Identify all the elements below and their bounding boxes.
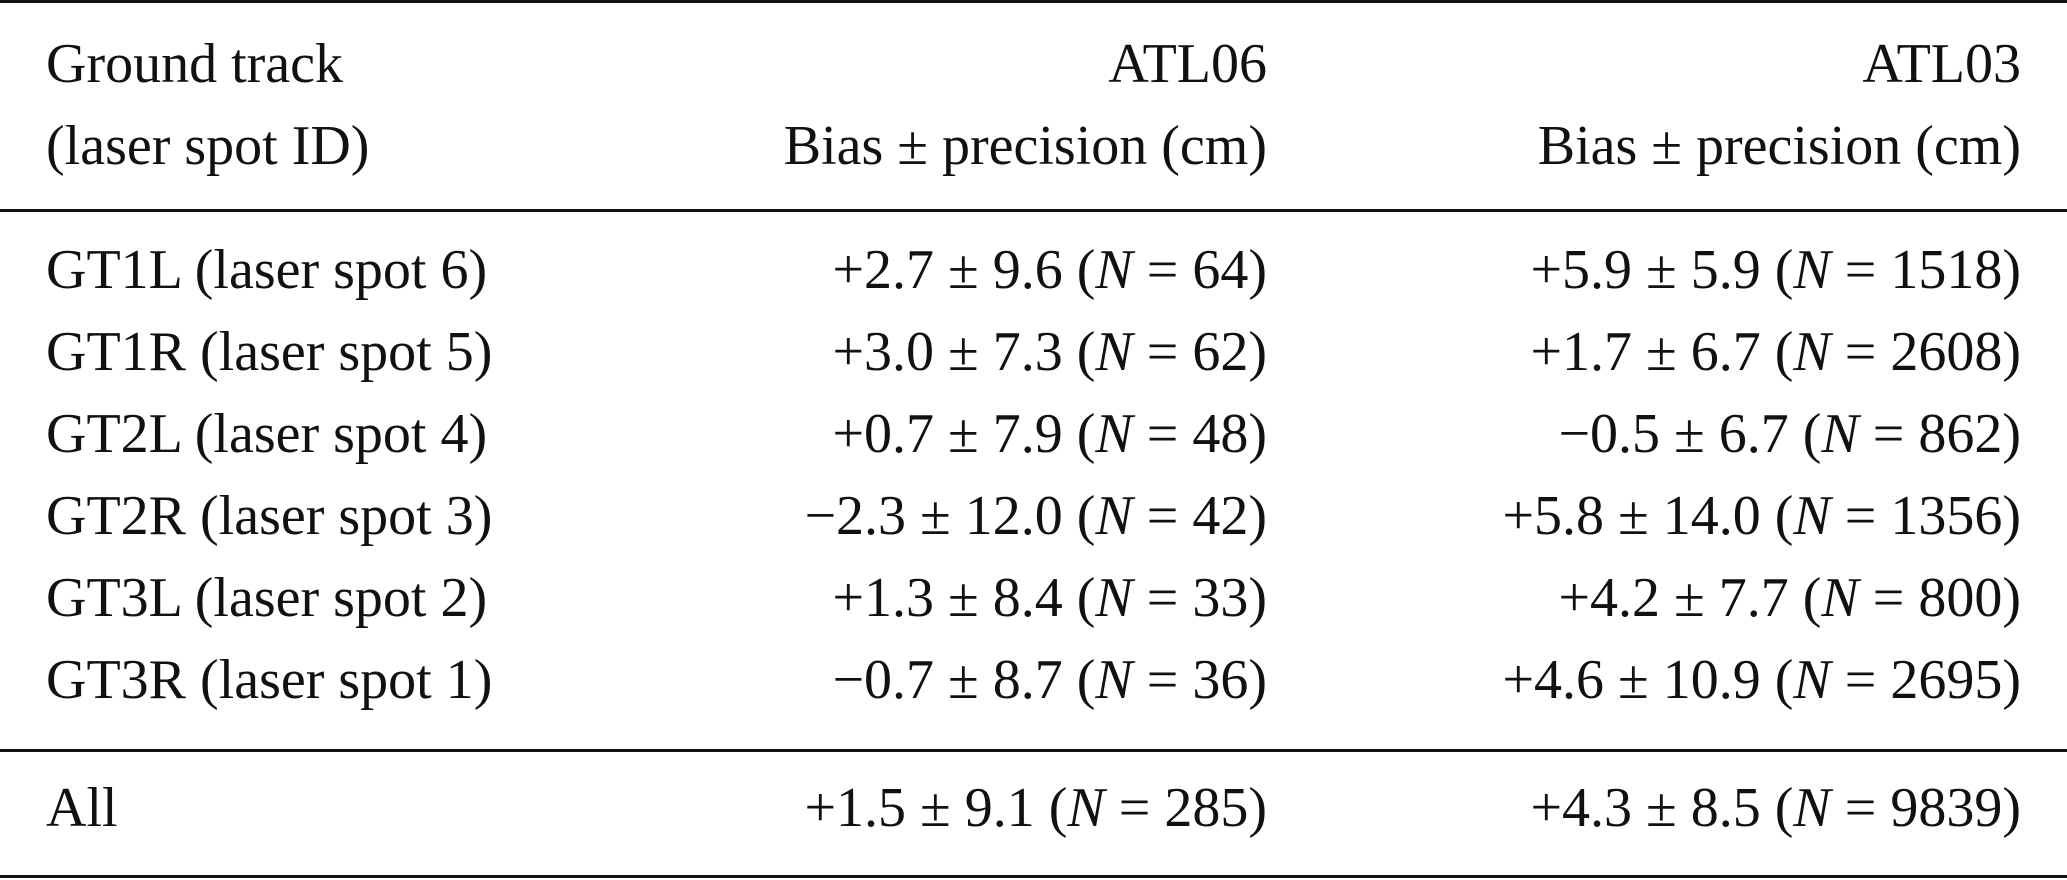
track-cell: GT1R (laser spot 5) bbox=[46, 321, 493, 383]
atl06-cell: −0.7 ± 8.7 (N = 36) bbox=[832, 649, 1267, 711]
header-atl06: ATL06 bbox=[1108, 33, 1267, 95]
atl06-cell: +1.3 ± 8.4 (N = 33) bbox=[832, 567, 1267, 629]
track-cell: GT1L (laser spot 6) bbox=[46, 239, 488, 301]
table-row: GT3L (laser spot 2) +1.3 ± 8.4 (N = 33) … bbox=[0, 570, 2067, 640]
atl06-cell: +2.7 ± 9.6 (N = 64) bbox=[832, 239, 1267, 301]
table-row: GT1L (laser spot 6) +2.7 ± 9.6 (N = 64) … bbox=[0, 242, 2067, 312]
header-laser-spot-id: (laser spot ID) bbox=[46, 115, 370, 177]
atl06-cell: +0.7 ± 7.9 (N = 48) bbox=[832, 403, 1267, 465]
total-atl03-cell: +4.3 ± 8.5 (N = 9839) bbox=[1530, 777, 2021, 839]
header-ground-track: Ground track bbox=[46, 33, 344, 95]
table-row: GT3R (laser spot 1) −0.7 ± 8.7 (N = 36) … bbox=[0, 652, 2067, 722]
total-row: All +1.5 ± 9.1 (N = 285) +4.3 ± 8.5 (N =… bbox=[0, 780, 2067, 850]
table-row: GT1R (laser spot 5) +3.0 ± 7.3 (N = 62) … bbox=[0, 324, 2067, 394]
atl06-cell: −2.3 ± 12.0 (N = 42) bbox=[804, 485, 1267, 547]
atl03-cell: −0.5 ± 6.7 (N = 862) bbox=[1558, 403, 2021, 465]
total-atl06-cell: +1.5 ± 9.1 (N = 285) bbox=[804, 777, 1267, 839]
top-rule bbox=[0, 0, 2067, 3]
total-track-cell: All bbox=[46, 777, 118, 839]
atl03-cell: +4.6 ± 10.9 (N = 2695) bbox=[1502, 649, 2021, 711]
table-row: GT2L (laser spot 4) +0.7 ± 7.9 (N = 48) … bbox=[0, 406, 2067, 476]
bottom-rule bbox=[0, 875, 2067, 878]
header-atl06-bias-precision: Bias ± precision (cm) bbox=[783, 115, 1267, 177]
atl03-cell: +5.9 ± 5.9 (N = 1518) bbox=[1530, 239, 2021, 301]
header-atl03: ATL03 bbox=[1862, 33, 2021, 95]
table-row: GT2R (laser spot 3) −2.3 ± 12.0 (N = 42)… bbox=[0, 488, 2067, 558]
header-atl03-bias-precision: Bias ± precision (cm) bbox=[1537, 115, 2021, 177]
track-cell: GT3L (laser spot 2) bbox=[46, 567, 488, 629]
atl03-cell: +1.7 ± 6.7 (N = 2608) bbox=[1530, 321, 2021, 383]
track-cell: GT2L (laser spot 4) bbox=[46, 403, 488, 465]
header-rule bbox=[0, 209, 2067, 212]
track-cell: GT2R (laser spot 3) bbox=[46, 485, 493, 547]
total-rule bbox=[0, 749, 2067, 752]
atl03-cell: +5.8 ± 14.0 (N = 1356) bbox=[1502, 485, 2021, 547]
atl03-cell: +4.2 ± 7.7 (N = 800) bbox=[1558, 567, 2021, 629]
track-cell: GT3R (laser spot 1) bbox=[46, 649, 493, 711]
atl06-cell: +3.0 ± 7.3 (N = 62) bbox=[832, 321, 1267, 383]
